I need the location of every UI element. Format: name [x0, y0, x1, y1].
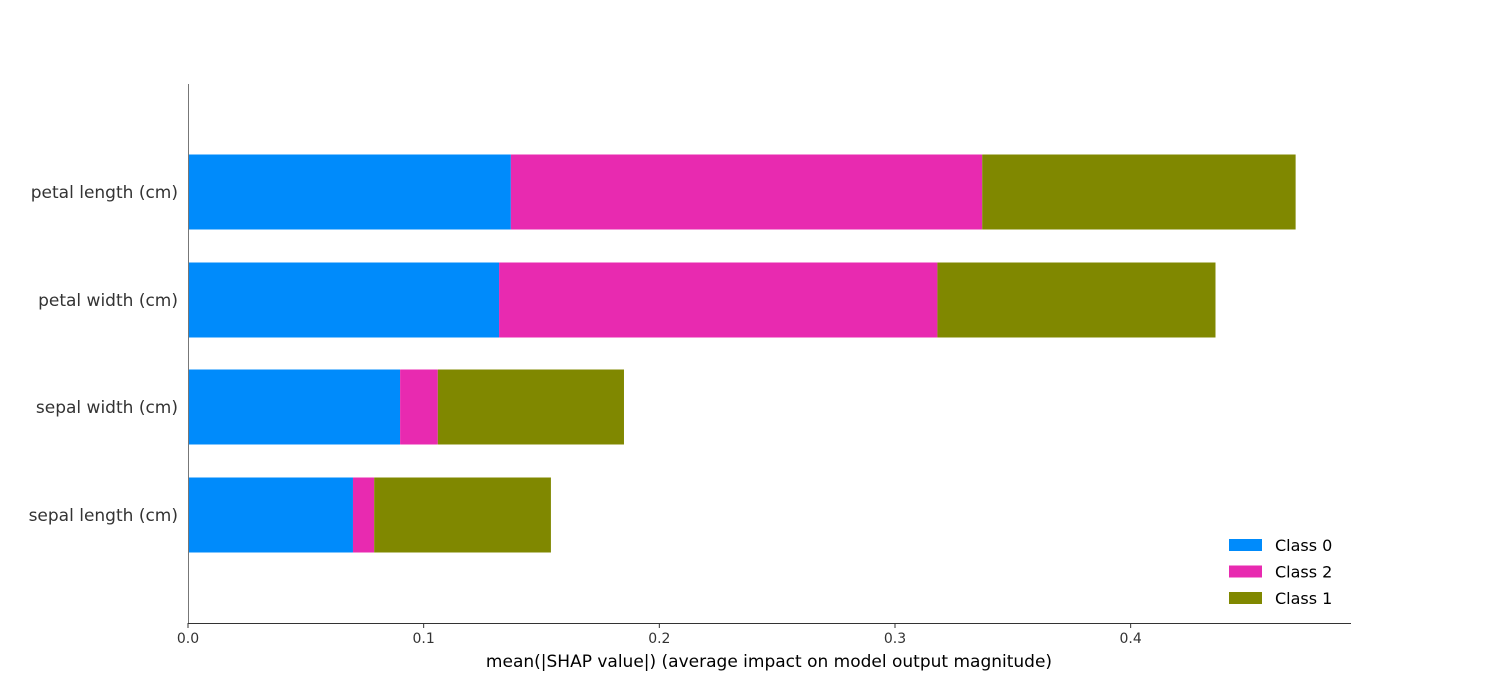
bar-sepal-length-cm-series-2 — [374, 477, 551, 553]
x-tick-label: 0.2 — [648, 631, 670, 647]
x-tick-label: 0.0 — [177, 631, 199, 647]
bar-sepal-width-cm-series-0 — [188, 369, 401, 445]
bar-petal-length-cm-series-1 — [510, 154, 983, 230]
bar-petal-width-cm-series-2 — [937, 262, 1216, 338]
bar-sepal-length-cm-series-0 — [188, 477, 353, 553]
y-tick-label: sepal width (cm) — [36, 398, 178, 418]
x-axis-label: mean(|SHAP value|) (average impact on mo… — [486, 652, 1052, 672]
legend-swatch — [1229, 592, 1262, 604]
x-tick-label: 0.3 — [884, 631, 906, 647]
legend-label: Class 1 — [1275, 589, 1332, 608]
x-ticks: 0.0 0.1 0.2 0.3 0.4 — [177, 623, 1142, 647]
bar-sepal-length-cm-series-1 — [352, 477, 375, 553]
bars-group — [188, 154, 1296, 553]
bar-petal-width-cm-series-0 — [188, 262, 500, 338]
legend-label: Class 2 — [1275, 563, 1332, 582]
x-tick-label: 0.4 — [1120, 631, 1142, 647]
bar-petal-width-cm-series-1 — [499, 262, 938, 338]
bar-petal-length-cm-series-0 — [188, 154, 511, 230]
legend-label: Class 0 — [1275, 536, 1332, 555]
y-tick-label: petal length (cm) — [31, 183, 178, 203]
y-tick-label: sepal length (cm) — [29, 506, 178, 526]
legend-swatch — [1229, 565, 1262, 578]
legend: Class 0 Class 2 Class 1 — [1229, 536, 1332, 608]
bar-sepal-width-cm-series-1 — [400, 369, 438, 445]
legend-swatch — [1229, 539, 1262, 551]
y-tick-label: petal width (cm) — [38, 291, 178, 311]
bar-petal-length-cm-series-2 — [982, 154, 1296, 230]
bar-sepal-width-cm-series-2 — [437, 369, 624, 445]
x-tick-label: 0.1 — [413, 631, 435, 647]
y-tick-labels: petal length (cm) petal width (cm) sepal w… — [29, 183, 178, 526]
